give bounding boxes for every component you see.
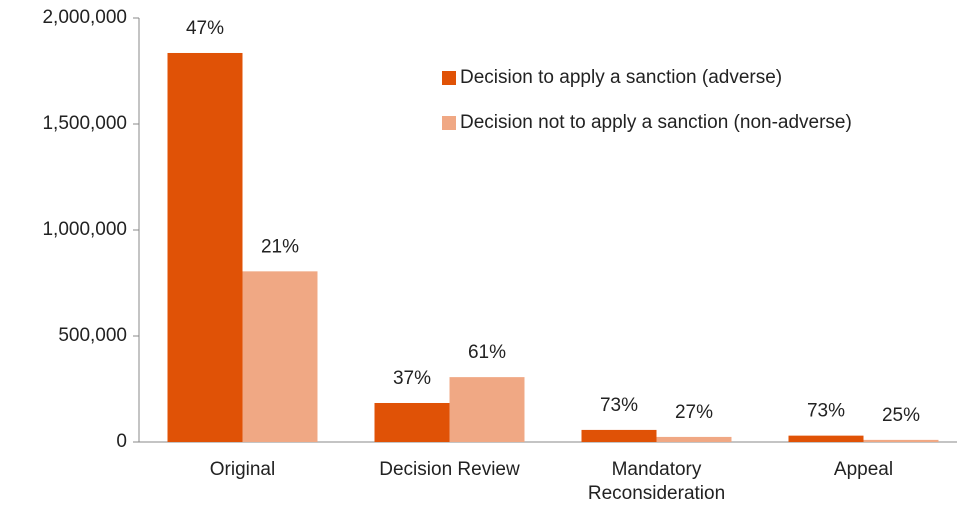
- bar: [167, 52, 243, 442]
- bar: [788, 435, 864, 442]
- bar: [242, 271, 318, 442]
- legend-label: Decision not to apply a sanction (non-ad…: [460, 112, 852, 133]
- bar: [656, 436, 732, 442]
- data-label: 73%: [807, 401, 845, 422]
- x-tick-label: Mandatory Reconsideration: [587, 459, 726, 504]
- x-tick-label: Decision Review: [379, 459, 520, 480]
- y-tick-label: 2,000,000: [42, 7, 127, 28]
- data-label: 73%: [600, 395, 638, 416]
- data-label: 61%: [468, 342, 506, 363]
- y-tick-label: 500,000: [58, 325, 127, 346]
- x-tick-label: Original: [209, 459, 276, 480]
- data-label: 47%: [186, 18, 224, 39]
- bar: [374, 402, 450, 442]
- data-label: 37%: [393, 368, 431, 389]
- y-tick-label: 0: [116, 431, 127, 452]
- data-label: 25%: [882, 405, 920, 426]
- data-label: 27%: [675, 402, 713, 423]
- x-tick-label: Appeal: [833, 459, 894, 480]
- y-tick-label: 1,500,000: [42, 113, 127, 134]
- bar: [449, 377, 525, 442]
- bar: [863, 439, 939, 442]
- legend-label: Decision to apply a sanction (adverse): [460, 67, 782, 88]
- y-tick-label: 1,000,000: [42, 219, 127, 240]
- data-label: 21%: [261, 236, 299, 257]
- legend-swatch: [442, 116, 456, 130]
- bar: [581, 429, 657, 442]
- legend-swatch: [442, 71, 456, 85]
